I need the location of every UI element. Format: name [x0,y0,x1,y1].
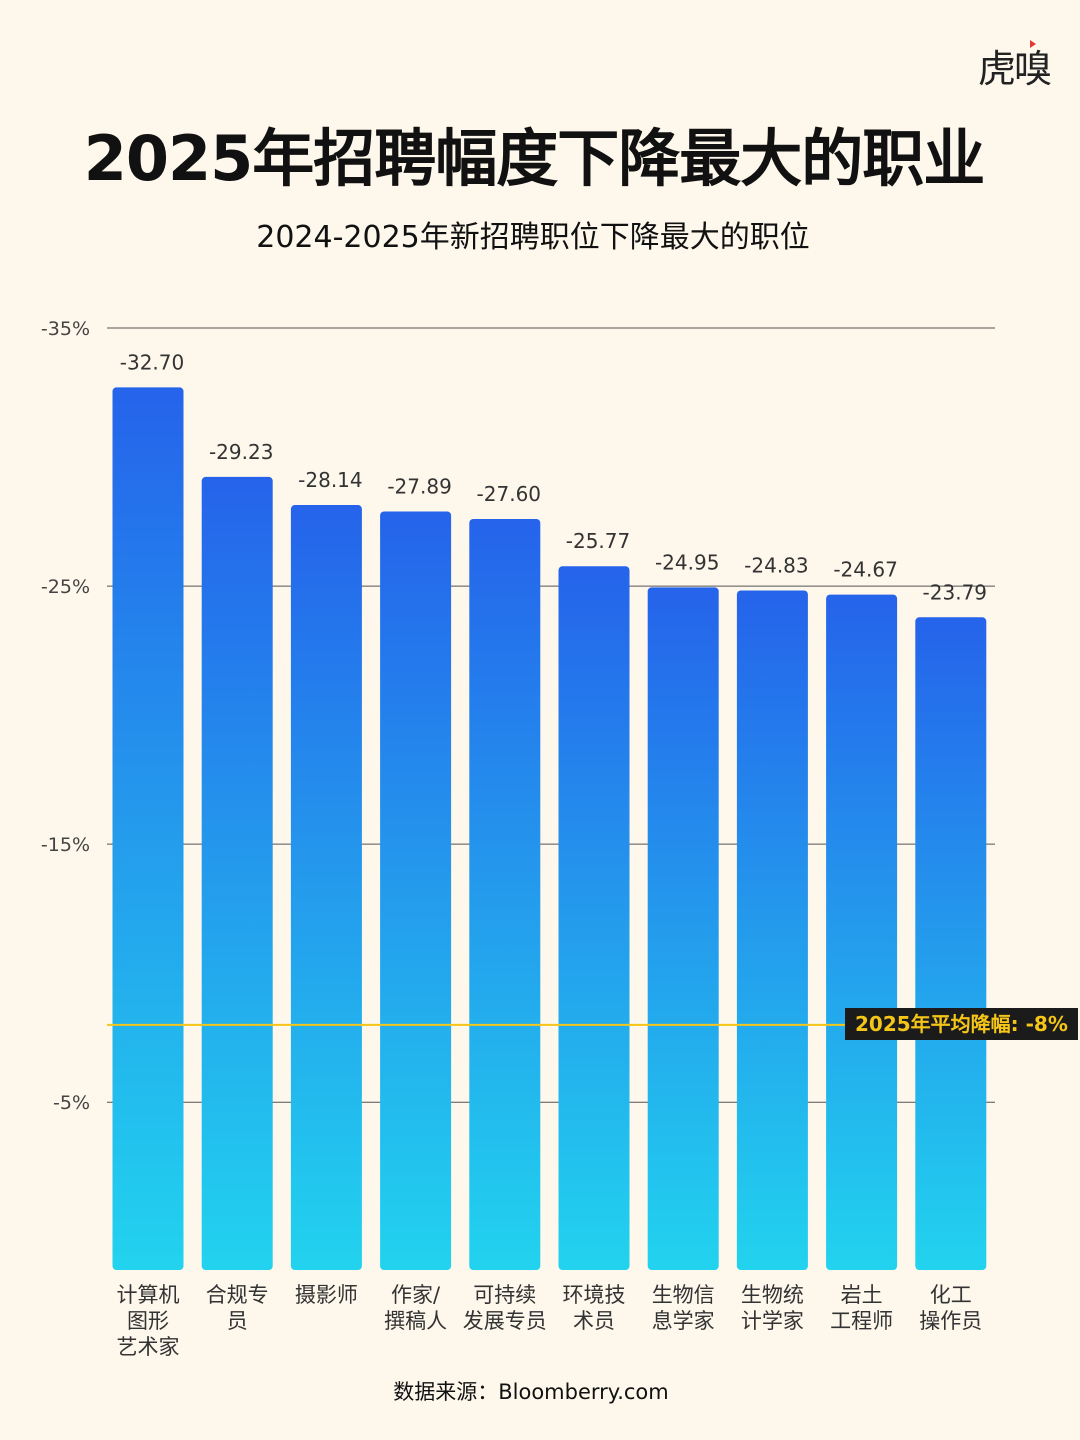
bar [469,518,541,1270]
data-source: 数据来源：Bloomberry.com [393,1380,669,1404]
logo: 虎嗅 [978,47,1052,91]
y-tick-label: -5% [53,1092,90,1114]
bar [290,505,362,1270]
value-label: -25.77 [566,529,630,553]
y-tick-label: -15% [41,834,90,856]
y-tick-label: -25% [41,576,90,598]
bar [380,511,452,1270]
bar [736,590,808,1270]
x-tick-label: 合规专 员 [205,1283,269,1333]
value-label: -24.95 [655,550,719,574]
bar [915,617,987,1270]
value-label: -24.67 [833,558,897,582]
bar [112,387,184,1271]
x-tick-label: 可持续 发展专员 [462,1283,547,1333]
x-tick-label: 计算机 图形 艺术家 [116,1283,180,1359]
y-tick-label: -35% [41,318,90,340]
bar [201,476,273,1270]
logo-accent-icon [1030,40,1036,48]
value-label: -32.70 [120,350,184,374]
chart-subtitle: 2024-2025年新招聘职位下降最大的职位 [256,220,810,255]
value-label: -24.83 [744,553,808,577]
x-tick-label: 岩土 工程师 [830,1283,894,1333]
x-tick-label: 摄影师 [294,1283,358,1307]
bar [647,587,719,1270]
value-label: -27.60 [477,482,541,506]
x-tick-label: 化工 操作员 [919,1283,983,1333]
page-title: 2025年招聘幅度下降最大的职业 [83,122,986,195]
value-label: -29.23 [209,440,273,464]
average-line-label: 2025年平均降幅: -8% [845,1007,1078,1040]
x-tick-label: 生物统 计学家 [740,1283,804,1333]
bar [558,566,630,1270]
x-tick-label: 生物信 息学家 [651,1283,715,1333]
value-label: -28.14 [298,468,362,492]
value-label: -23.79 [923,580,987,604]
bar [826,594,898,1270]
value-label: -27.89 [387,474,451,498]
x-tick-label: 环境技 术员 [562,1283,626,1333]
x-tick-label: 作家/ 撰稿人 [384,1283,448,1333]
